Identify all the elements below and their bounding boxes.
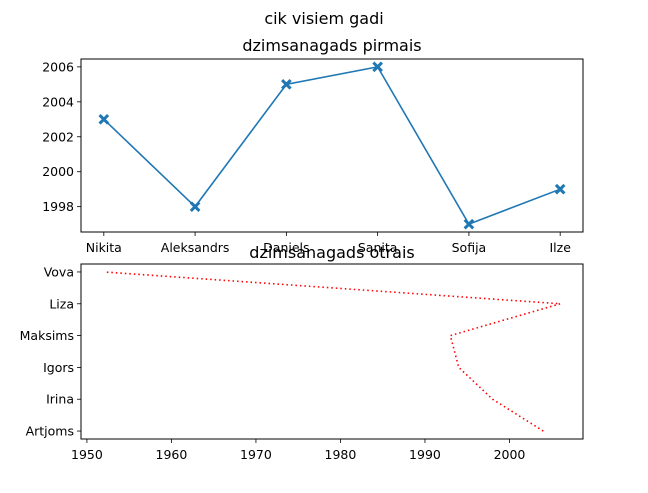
chart-top-xtick-label: Aleksandrs	[161, 240, 230, 255]
chart-bottom-ytick-label: Igors	[43, 360, 74, 375]
chart-top: dzimsanagads pirmais Nikita Aleksandrs Dan…	[42, 36, 584, 255]
chart-top-ytick-label: 2004	[42, 94, 74, 109]
chart-top-xtick-label: Sanita	[358, 240, 398, 255]
chart-top-series-line	[103, 65, 561, 226]
chart-top-axes-frame	[80, 58, 584, 233]
chart-top-xtick-label: Ilze	[549, 240, 571, 255]
chart-bottom-xtick-label: 1980	[325, 447, 357, 462]
chart-bottom-xtick-label: 1960	[156, 447, 188, 462]
chart-bottom-axes-frame	[80, 263, 584, 440]
chart-top-point-sofija	[463, 218, 475, 230]
chart-bottom-xtick-label: 2000	[494, 447, 526, 462]
chart-bottom-xtick-label: 1950	[71, 447, 103, 462]
chart-bottom-ytick-label: Artjoms	[26, 424, 74, 439]
chart-bottom-series-line	[103, 271, 561, 432]
chart-bottom-xtick-label: 1990	[409, 447, 441, 462]
chart-bottom-ytick-label: Vova	[44, 264, 74, 279]
chart-bottom-xtick-label: 1970	[240, 447, 272, 462]
figure-suptitle: cik visiem gadi	[264, 9, 383, 28]
chart-top-point-nikita	[98, 113, 110, 125]
chart-bottom-title: dzimsanagads otrais	[249, 243, 414, 262]
chart-top-point-ilze	[554, 183, 566, 195]
chart-bottom-ytick-label: Irina	[46, 392, 74, 407]
chart-top-ytick-label: 2002	[42, 129, 74, 144]
chart-bottom-ytick-label: Maksims	[20, 328, 74, 343]
chart-top-point-sanita	[372, 61, 383, 73]
chart-bottom-ytick-label: Liza	[49, 296, 74, 311]
chart-top-xtick-label: Sofija	[452, 240, 487, 255]
chart-top-xtick-label: Nikita	[86, 240, 122, 255]
chart-bottom: 1950 1960 1970 1980 1990 2000 Artjoms Irina Igo…	[20, 243, 584, 462]
chart-top-ytick-label: 2006	[42, 59, 74, 74]
chart-top-ytick-label: 1998	[42, 199, 74, 214]
chart-top-point-daniels	[281, 79, 292, 90]
chart-top-xtick-label: Daniels	[263, 240, 309, 255]
chart-top-ytick-label: 2000	[42, 164, 74, 179]
chart-top-title: dzimsanagads pirmais	[242, 36, 421, 55]
chart-top-point-aleksandrs	[189, 201, 201, 212]
